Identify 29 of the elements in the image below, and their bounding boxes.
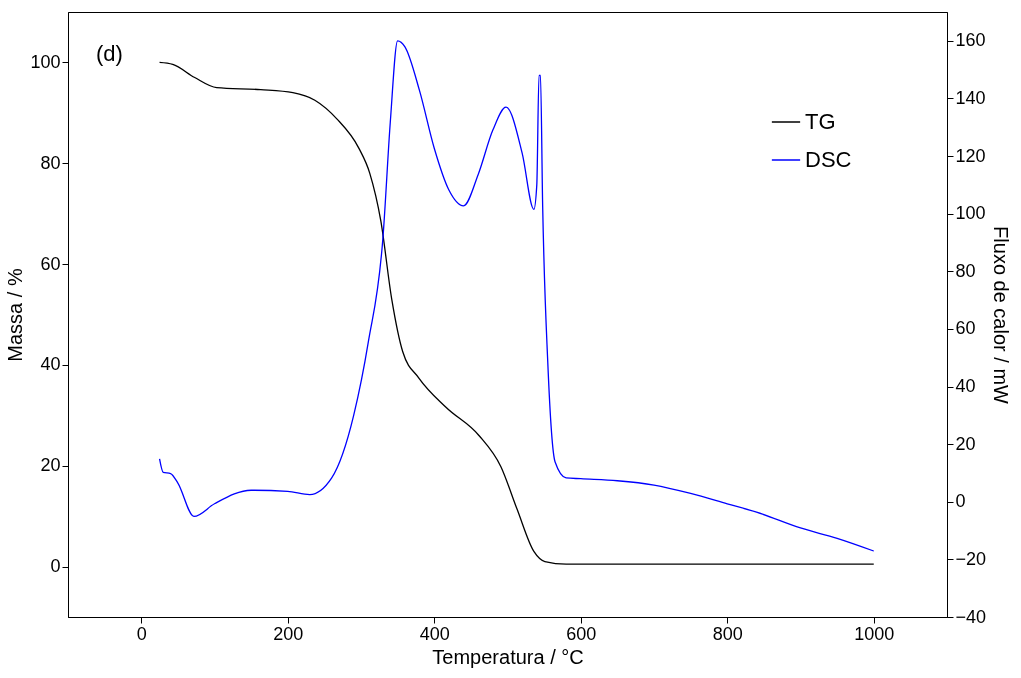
y2-tick-label: 60 [955, 318, 976, 339]
x-tick-label: 600 [566, 623, 597, 644]
y-tick-label: 80 [40, 152, 61, 173]
y2-tick-label: 80 [955, 260, 976, 281]
y-tick-label: 100 [30, 51, 61, 72]
x-tick-label: 0 [136, 623, 147, 644]
y2-tick-label: 140 [955, 87, 986, 108]
y2-tick-label: 120 [955, 145, 986, 166]
y-tick-label: 60 [40, 253, 61, 274]
x-tick-label: 200 [273, 623, 304, 644]
y2-tick-label: −40 [955, 606, 987, 627]
legend-label: DSC [805, 147, 852, 172]
y2-tick-label: −20 [955, 548, 987, 569]
y-axis-title: Massa / % [4, 268, 27, 362]
x-tick-label: 400 [419, 623, 450, 644]
legend-label: TG [805, 109, 836, 134]
x-axis-title: Temperatura / °C [432, 645, 584, 668]
x-tick-label: 1000 [854, 623, 895, 644]
y2-tick-label: 20 [955, 433, 976, 454]
y-tick-label: 40 [40, 354, 61, 375]
annotation: (d) [96, 41, 123, 66]
y2-axis-title: Fluxo de calor / mW [990, 226, 1013, 405]
y2-tick-label: 40 [955, 376, 976, 397]
y-tick-label: 0 [50, 556, 61, 577]
y2-tick-label: 0 [955, 491, 966, 512]
y2-tick-label: 160 [955, 30, 986, 51]
x-tick-label: 800 [712, 623, 743, 644]
y2-tick-label: 100 [955, 203, 986, 224]
y-tick-label: 20 [40, 455, 61, 476]
